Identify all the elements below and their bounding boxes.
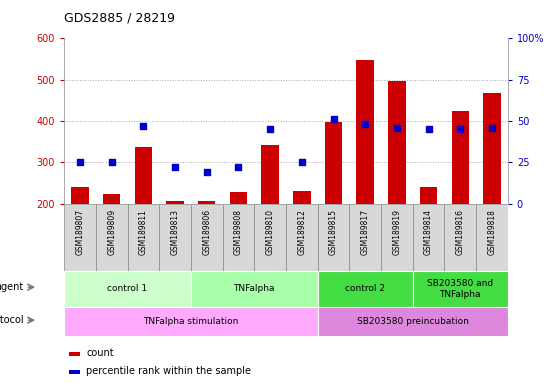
Text: protocol: protocol	[0, 315, 23, 325]
Bar	[451, 111, 469, 204]
Bar	[261, 145, 279, 204]
Text: GSM189813: GSM189813	[171, 209, 180, 255]
Text: GDS2885 / 28219: GDS2885 / 28219	[64, 12, 175, 25]
Point	[171, 164, 180, 170]
Point	[329, 116, 338, 122]
Bar	[318, 307, 508, 336]
Bar	[96, 204, 128, 271]
Bar	[293, 191, 311, 204]
Bar	[413, 204, 444, 271]
Point	[360, 121, 369, 127]
Text: TNFalpha stimulation: TNFalpha stimulation	[143, 317, 239, 326]
Bar	[388, 81, 406, 204]
Point	[392, 124, 401, 131]
Bar	[357, 60, 374, 204]
Point	[107, 159, 116, 166]
Point	[297, 159, 306, 166]
Bar	[134, 147, 152, 204]
Point	[139, 123, 148, 129]
Bar	[166, 202, 184, 204]
Text: GSM189810: GSM189810	[266, 209, 275, 255]
Bar	[128, 204, 159, 271]
Bar	[318, 271, 413, 307]
Text: GSM189818: GSM189818	[488, 209, 497, 255]
Bar	[483, 93, 501, 204]
Bar	[381, 204, 413, 271]
Text: count: count	[86, 348, 114, 358]
Bar	[318, 204, 349, 271]
Bar	[69, 369, 80, 374]
Text: GSM189814: GSM189814	[424, 209, 433, 255]
Text: GSM189812: GSM189812	[297, 209, 306, 255]
Point	[75, 159, 84, 166]
Bar	[71, 187, 89, 204]
Bar	[64, 204, 96, 271]
Point	[424, 126, 433, 132]
Bar	[103, 194, 121, 204]
Text: GSM189811: GSM189811	[139, 209, 148, 255]
Bar	[191, 271, 318, 307]
Bar	[420, 187, 437, 204]
Text: GSM189817: GSM189817	[360, 209, 370, 255]
Bar	[230, 192, 247, 204]
Bar	[444, 204, 476, 271]
Bar	[64, 307, 318, 336]
Text: control 1: control 1	[108, 285, 148, 293]
Bar	[349, 204, 381, 271]
Text: GSM189807: GSM189807	[75, 209, 84, 255]
Point	[266, 126, 275, 132]
Text: GSM189816: GSM189816	[456, 209, 465, 255]
Bar	[254, 204, 286, 271]
Bar	[191, 204, 223, 271]
Point	[488, 124, 497, 131]
Bar	[198, 202, 215, 204]
Bar	[476, 204, 508, 271]
Text: SB203580 and
TNFalpha: SB203580 and TNFalpha	[427, 279, 493, 299]
Text: GSM189815: GSM189815	[329, 209, 338, 255]
Text: GSM189819: GSM189819	[392, 209, 401, 255]
Point	[203, 169, 211, 175]
Bar	[413, 271, 508, 307]
Bar	[64, 271, 191, 307]
Text: agent: agent	[0, 282, 23, 292]
Point	[456, 126, 465, 132]
Bar	[223, 204, 254, 271]
Bar	[325, 122, 342, 204]
Text: TNFalpha: TNFalpha	[234, 285, 275, 293]
Bar	[286, 204, 318, 271]
Text: percentile rank within the sample: percentile rank within the sample	[86, 366, 251, 376]
Point	[234, 164, 243, 170]
Text: GSM189808: GSM189808	[234, 209, 243, 255]
Text: SB203580 preincubation: SB203580 preincubation	[357, 317, 469, 326]
Bar	[159, 204, 191, 271]
Text: GSM189806: GSM189806	[202, 209, 211, 255]
Text: GSM189809: GSM189809	[107, 209, 116, 255]
Text: control 2: control 2	[345, 285, 385, 293]
Bar	[69, 351, 80, 356]
